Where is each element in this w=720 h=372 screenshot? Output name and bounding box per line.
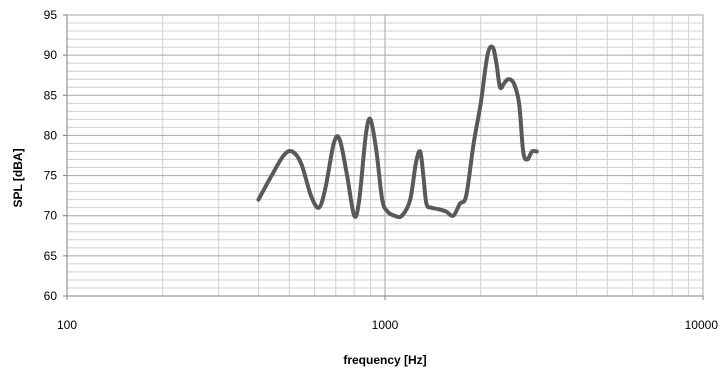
x-tick-label: 100	[57, 318, 77, 332]
y-axis-label: SPL [dBA]	[11, 148, 25, 207]
y-tick-label: 60	[44, 289, 58, 303]
spl-series-line	[256, 44, 539, 220]
x-tick-label: 10000	[685, 318, 719, 332]
x-axis-label: frequency [Hz]	[343, 353, 426, 367]
y-tick-label: 95	[44, 8, 58, 22]
y-tick-label: 70	[44, 209, 58, 223]
axes	[63, 14, 704, 300]
y-tick-label: 85	[44, 88, 58, 102]
y-tick-label: 75	[44, 169, 58, 183]
y-tick-label: 90	[44, 48, 58, 62]
x-tick-label: 1000	[372, 318, 399, 332]
series-group	[256, 44, 539, 220]
tick-labels: 60 65 70 75 80 85 90 95 100 1000 10000	[44, 8, 719, 332]
y-tick-label: 65	[44, 249, 58, 263]
major-gridlines	[67, 14, 704, 296]
y-tick-label: 80	[44, 128, 58, 142]
